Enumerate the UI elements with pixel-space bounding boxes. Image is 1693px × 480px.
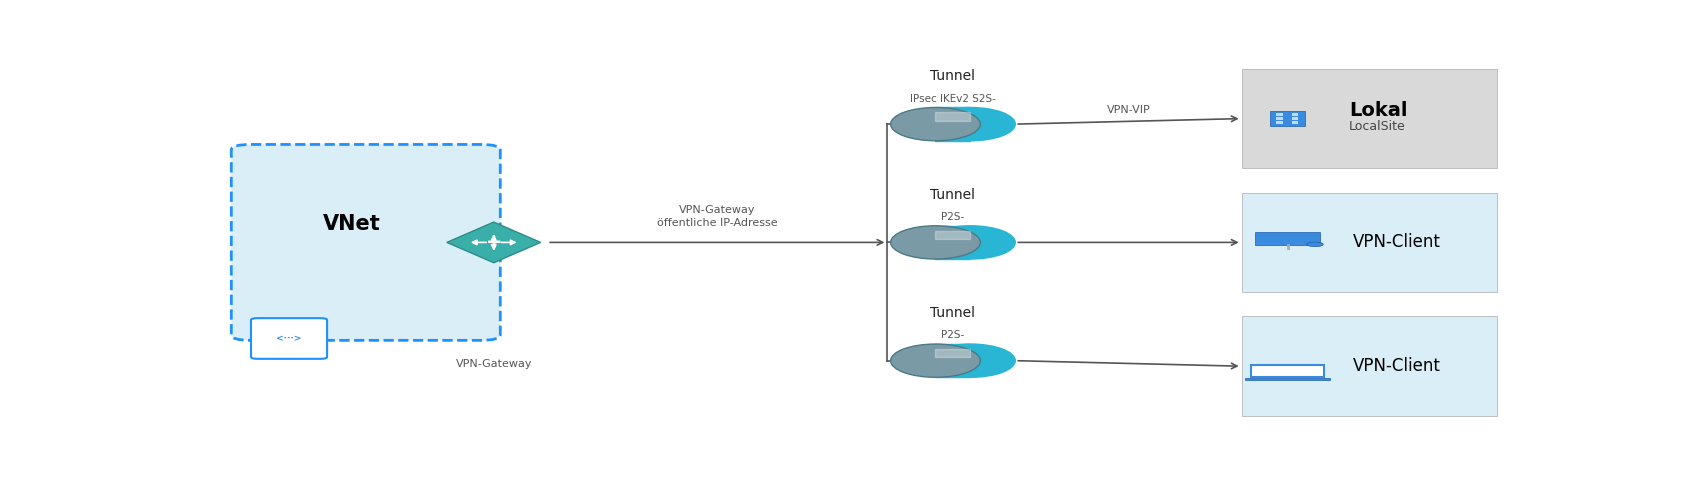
FancyBboxPatch shape [1241,192,1497,292]
Text: VPN-Client: VPN-Client [1353,233,1441,252]
Circle shape [1307,242,1324,247]
Ellipse shape [891,108,980,141]
Bar [936,231,970,239]
Bar [936,108,970,141]
Bar [1277,113,1283,116]
Bar [1277,118,1283,120]
Bar [936,344,970,377]
Bar [1244,378,1331,380]
Bar [936,349,970,357]
FancyBboxPatch shape [251,318,327,359]
Bar [1292,113,1299,116]
Text: P2S-: P2S- [941,212,965,222]
Ellipse shape [926,226,1016,259]
Text: Tunnel: Tunnel [931,70,975,84]
Text: LocalSite: LocalSite [1349,120,1405,133]
Bar [1255,232,1321,245]
Bar [1270,111,1305,126]
Bar [1251,365,1324,377]
Ellipse shape [891,226,980,259]
Bar [1292,121,1299,124]
Bar [936,226,970,259]
Text: Lokal: Lokal [1349,101,1407,120]
Text: VPN-Gateway
öffentliche IP-Adresse: VPN-Gateway öffentliche IP-Adresse [657,205,777,228]
Text: Tunnel: Tunnel [931,188,975,202]
Text: VNet: VNet [323,214,381,234]
Polygon shape [447,222,540,263]
Text: IPsec IKEv2 S2S-: IPsec IKEv2 S2S- [911,94,995,104]
Text: +: + [486,233,501,252]
Bar [1292,118,1299,120]
Bar [936,112,970,121]
FancyBboxPatch shape [1241,316,1497,416]
Text: VPN-VIP: VPN-VIP [1107,105,1150,115]
Ellipse shape [926,108,1016,141]
Ellipse shape [891,344,980,377]
Text: <···>: <···> [276,334,301,343]
Text: VPN-Client: VPN-Client [1353,357,1441,375]
Text: P2S-: P2S- [941,330,965,340]
Text: Tunnel: Tunnel [931,306,975,320]
FancyBboxPatch shape [232,144,501,340]
Text: VPN-Gateway: VPN-Gateway [455,360,532,370]
Ellipse shape [926,344,1016,377]
Bar [1277,121,1283,124]
FancyBboxPatch shape [1241,69,1497,168]
